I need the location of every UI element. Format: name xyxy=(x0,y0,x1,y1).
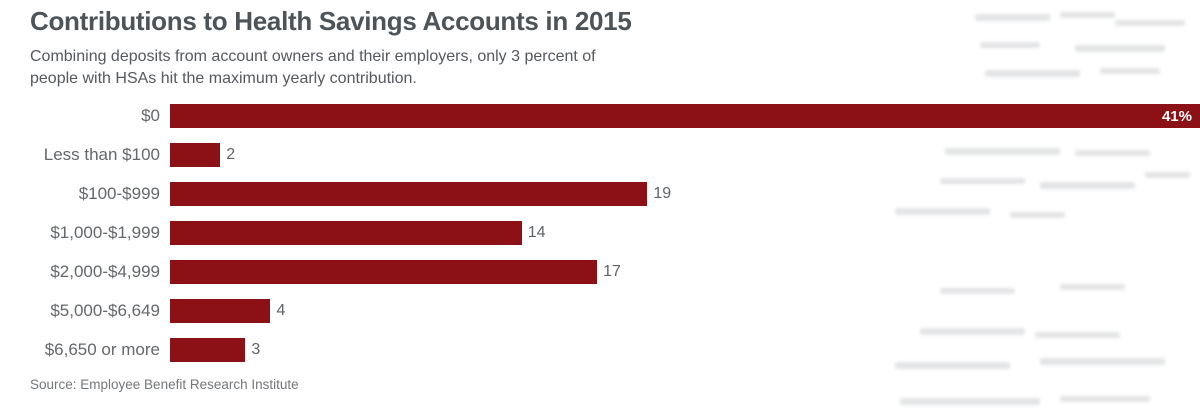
bar-row: $5,000-$6,649 4 xyxy=(0,299,1200,323)
print-bleed-artifact xyxy=(975,14,1050,21)
bar xyxy=(170,299,271,323)
value-label: 2 xyxy=(226,146,236,163)
bar-row: Less than $100 2 xyxy=(0,143,1200,167)
bar-track: 4 xyxy=(170,299,1200,323)
print-bleed-artifact xyxy=(980,42,1040,48)
print-bleed-artifact xyxy=(1060,12,1115,18)
bar: 41% xyxy=(170,104,1200,128)
value-label: 4 xyxy=(276,302,286,319)
print-bleed-artifact xyxy=(1075,45,1165,52)
value-label: 3 xyxy=(251,341,261,358)
value-label: 14 xyxy=(527,224,546,241)
bar xyxy=(170,221,522,245)
category-label: Less than $100 xyxy=(43,145,160,164)
bar xyxy=(170,182,648,206)
bar-row: $0 41% xyxy=(0,104,1200,128)
category-label: $6,650 or more xyxy=(44,340,160,359)
subtitle-line-1: Combining deposits from account owners a… xyxy=(30,48,596,65)
chart-subtitle: Combining deposits from account owners a… xyxy=(30,46,596,90)
bar-track: 3 xyxy=(170,338,1200,362)
value-label: 17 xyxy=(603,263,621,280)
print-bleed-artifact xyxy=(1100,68,1160,74)
bar xyxy=(170,143,221,167)
bar-row: $100-$999 19 xyxy=(0,182,1200,206)
print-bleed-artifact xyxy=(1115,20,1185,26)
bar xyxy=(170,260,598,284)
subtitle-line-2: people with HSAs hit the maximum yearly … xyxy=(30,70,417,87)
bar-row: $2,000-$4,999 17 xyxy=(0,260,1200,284)
value-label: 19 xyxy=(653,185,672,202)
bar-row: $6,650 or more 3 xyxy=(0,338,1200,362)
bar-track: 41% xyxy=(170,104,1200,128)
source-note: Source: Employee Benefit Research Instit… xyxy=(30,377,299,392)
category-label: $2,000-$4,999 xyxy=(50,262,160,281)
print-bleed-artifact xyxy=(900,398,1040,405)
print-bleed-artifact xyxy=(985,70,1080,77)
bar-track: 17 xyxy=(170,260,1200,284)
category-label: $100-$999 xyxy=(78,184,160,203)
print-bleed-artifact xyxy=(1060,396,1150,402)
category-label: $1,000-$1,999 xyxy=(50,223,160,242)
bar-track: 2 xyxy=(170,143,1200,167)
value-label: 41% xyxy=(1161,107,1192,125)
category-label: $5,000-$6,649 xyxy=(50,301,160,320)
bar-row: $1,000-$1,999 14 xyxy=(0,221,1200,245)
bar-track: 14 xyxy=(170,221,1200,245)
bar-chart: $0 41% Less than $100 2 $100-$999 19 $1,000-$1… xyxy=(0,104,1200,377)
chart-title: Contributions to Health Savings Accounts… xyxy=(30,6,632,36)
category-label: $0 xyxy=(141,106,160,125)
bar-track: 19 xyxy=(170,182,1200,206)
bar xyxy=(170,338,246,362)
